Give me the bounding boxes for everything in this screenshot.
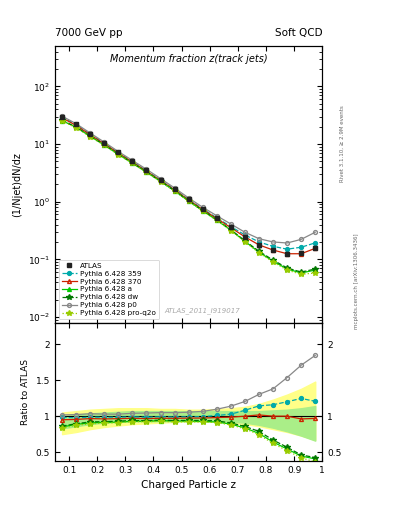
Y-axis label: Ratio to ATLAS: Ratio to ATLAS xyxy=(21,359,30,424)
Text: mcplots.cern.ch [arXiv:1306.3436]: mcplots.cern.ch [arXiv:1306.3436] xyxy=(354,234,359,329)
Y-axis label: (1/Njet)dN/dz: (1/Njet)dN/dz xyxy=(12,152,22,217)
Text: Soft QCD: Soft QCD xyxy=(275,28,322,38)
Text: Momentum fraction z(track jets): Momentum fraction z(track jets) xyxy=(110,54,268,65)
Text: ATLAS_2011_I919017: ATLAS_2011_I919017 xyxy=(164,308,240,314)
X-axis label: Charged Particle z: Charged Particle z xyxy=(141,480,236,490)
Text: Rivet 3.1.10, ≥ 2.9M events: Rivet 3.1.10, ≥ 2.9M events xyxy=(340,105,345,182)
Legend: ATLAS, Pythia 6.428 359, Pythia 6.428 370, Pythia 6.428 a, Pythia 6.428 dw, Pyth: ATLAS, Pythia 6.428 359, Pythia 6.428 37… xyxy=(59,260,159,319)
Text: 7000 GeV pp: 7000 GeV pp xyxy=(55,28,123,38)
